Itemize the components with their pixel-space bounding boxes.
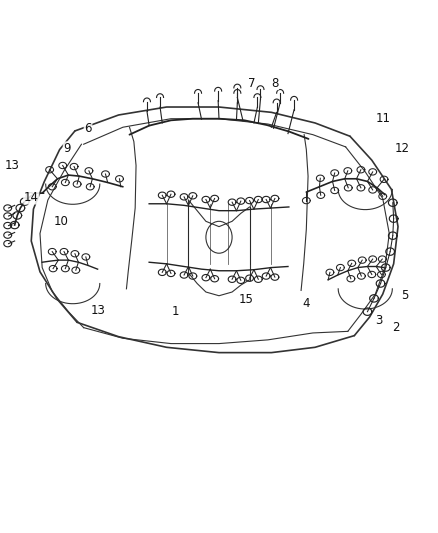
Text: 6: 6 (84, 122, 92, 135)
Text: 2: 2 (392, 321, 399, 334)
Text: 12: 12 (395, 142, 410, 155)
Text: 8: 8 (271, 77, 279, 90)
Text: 15: 15 (239, 293, 254, 306)
Text: 14: 14 (24, 191, 39, 204)
Text: 7: 7 (248, 77, 255, 90)
Text: 10: 10 (53, 215, 68, 228)
Text: 13: 13 (90, 304, 105, 317)
Text: 3: 3 (374, 314, 382, 327)
Text: 1: 1 (172, 305, 179, 318)
Text: 11: 11 (375, 112, 390, 125)
Text: 9: 9 (64, 142, 71, 155)
Text: 4: 4 (303, 297, 310, 310)
Text: 13: 13 (4, 159, 19, 172)
Text: 5: 5 (401, 289, 408, 302)
